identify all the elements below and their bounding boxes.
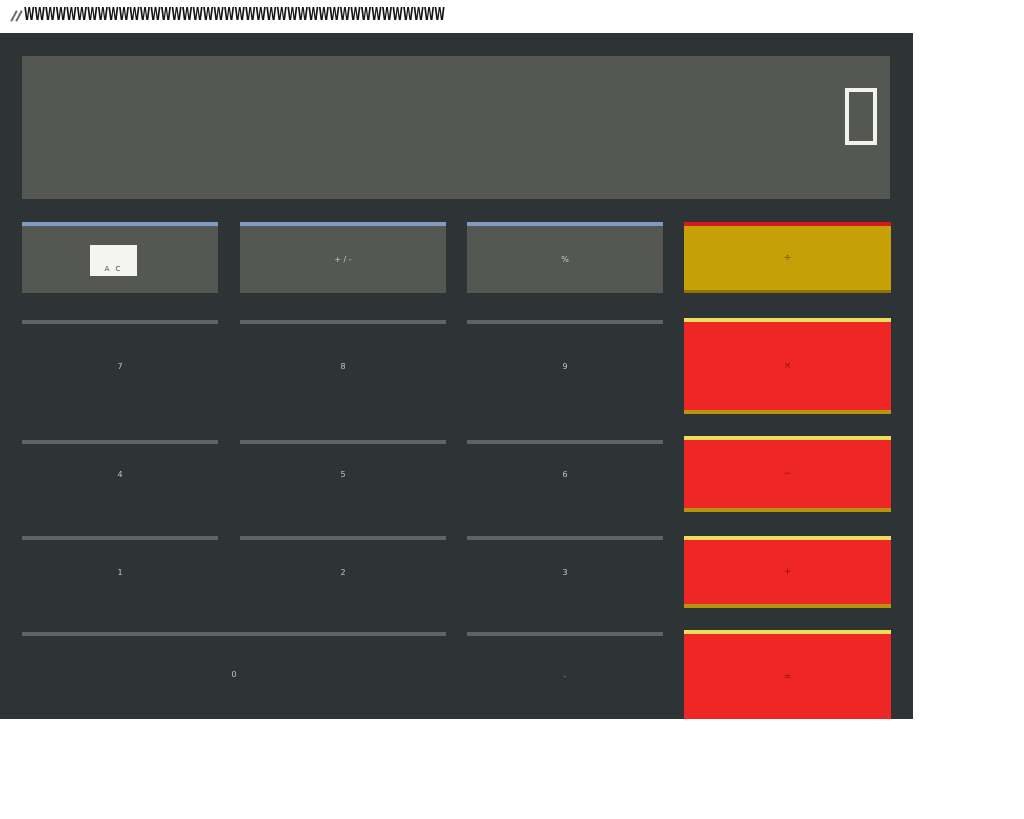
digit-7-button[interactable]: 7 [117, 361, 123, 371]
clear-button[interactable]: A C [22, 222, 218, 293]
plus-minus-button[interactable]: + / - [240, 222, 446, 293]
divider [240, 440, 446, 444]
percent-button[interactable]: % [467, 222, 663, 293]
window-titlebar: WWWWWWWWWWWWWWWWWWWWWWWWWWWWWWWWWWWWWWWW [0, 0, 1024, 33]
divider [22, 632, 446, 636]
divider [22, 536, 218, 540]
digit-8-button[interactable]: 8 [340, 361, 346, 371]
digit-0-button[interactable]: 0 [231, 670, 237, 679]
digit-1-button[interactable]: 1 [117, 567, 123, 577]
calculator-window: A C + / - % ÷ 7 8 9 × 4 5 6 − 1 2 3 + 0 … [0, 33, 913, 719]
divider [22, 320, 218, 324]
divider [240, 320, 446, 324]
digit-2-button[interactable]: 2 [340, 567, 346, 577]
window-icon [9, 9, 25, 24]
divider [467, 320, 663, 324]
subtract-button[interactable]: − [684, 436, 891, 512]
clear-button-label-box: A C [90, 245, 137, 276]
digit-5-button[interactable]: 5 [340, 469, 346, 479]
equals-button[interactable]: = [684, 630, 891, 719]
digit-4-button[interactable]: 4 [117, 469, 123, 479]
divider [467, 440, 663, 444]
window-title: WWWWWWWWWWWWWWWWWWWWWWWWWWWWWWWWWWWWWWWW [24, 4, 445, 25]
divider [240, 536, 446, 540]
divider [22, 440, 218, 444]
divide-button[interactable]: ÷ [684, 222, 891, 293]
digit-9-button[interactable]: 9 [562, 361, 568, 371]
divider [467, 536, 663, 540]
decimal-button[interactable]: . [563, 670, 567, 679]
display-value-glyph [845, 88, 877, 145]
digit-6-button[interactable]: 6 [562, 469, 568, 479]
calculator-display [22, 56, 890, 199]
add-button[interactable]: + [684, 536, 891, 608]
digit-3-button[interactable]: 3 [562, 567, 568, 577]
multiply-button[interactable]: × [684, 318, 891, 414]
divider [467, 632, 663, 636]
